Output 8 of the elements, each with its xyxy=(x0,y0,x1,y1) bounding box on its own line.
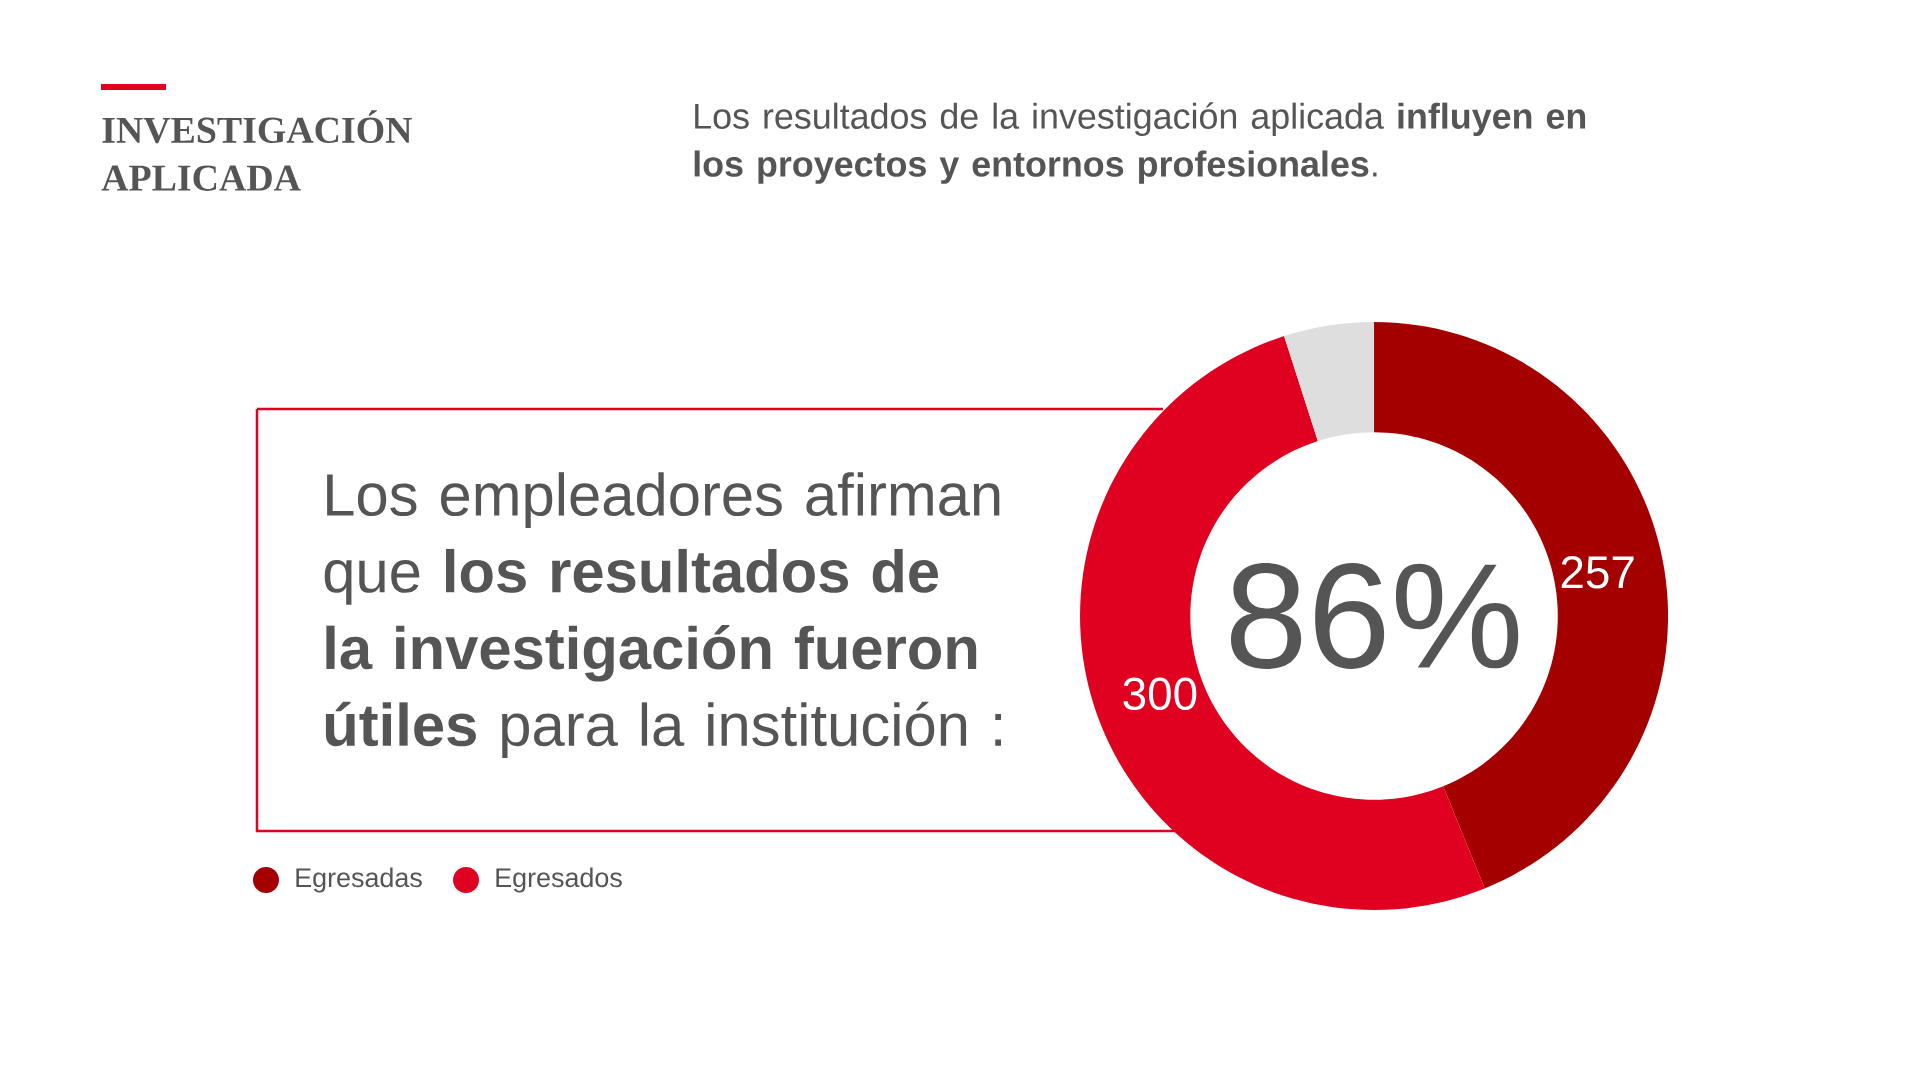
chart-subtitle: Los resultados de la investigación aplicada influyen en los proyectos y entornos profesionales. xyxy=(694,102,1586,184)
data-label: 257 xyxy=(1561,556,1634,589)
legend-label: Egresados xyxy=(496,867,622,893)
legend-label: Egresadas xyxy=(296,867,422,893)
chart-title: INVESTIGACIÓN APLICADA xyxy=(101,110,413,191)
text: 86% xyxy=(1230,563,1519,669)
data-label: 300 xyxy=(1123,677,1197,711)
text: Los empleadores afirman que los resultados de la investigación fueron útiles para la institución : xyxy=(324,472,1002,759)
